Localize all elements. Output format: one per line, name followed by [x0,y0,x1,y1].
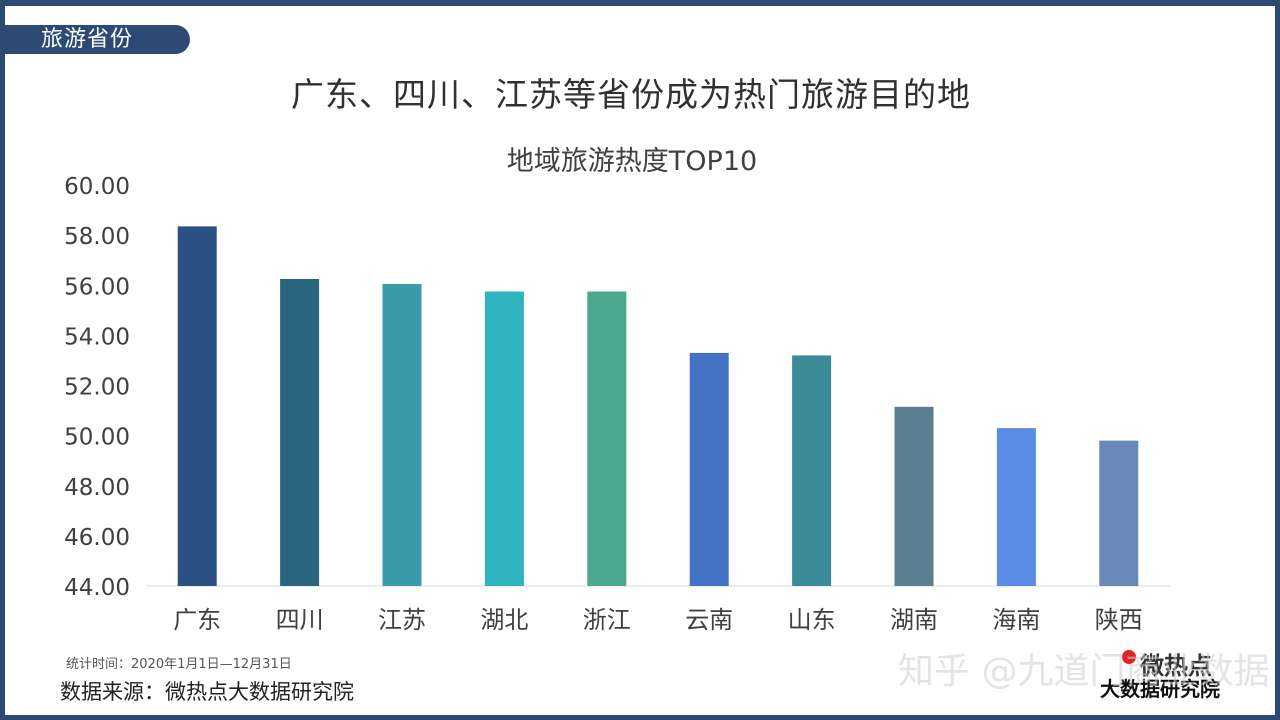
bar-2 [382,283,422,586]
y-tick-label: 54.00 [64,324,130,350]
bar-4 [587,291,627,586]
x-tick-label: 江苏 [378,606,426,634]
y-tick-label: 44.00 [64,575,130,601]
y-tick-label: 52.00 [64,375,130,401]
footnote-date-range: 统计时间：2020年1月1日—12月31日 [66,657,292,672]
bar-5 [689,352,729,586]
watermark: 知乎 @九道门商业数据 [898,651,1270,692]
bar-8 [996,428,1036,586]
bar-7 [894,406,934,586]
brand-name: 微热点 [1140,652,1212,680]
x-tick-label: 湖南 [890,606,938,634]
x-tick-label: 山东 [788,606,836,634]
bar-3 [484,291,524,586]
x-tick-label: 四川 [276,606,324,634]
bar-9 [1099,440,1139,586]
y-tick-label: 46.00 [64,525,130,551]
bar-6 [792,355,832,586]
y-tick-label: 56.00 [64,274,130,300]
data-source: 数据来源：微热点大数据研究院 [60,680,354,704]
x-tick-label: 浙江 [583,606,631,634]
section-tag: 旅游省份 [5,25,190,54]
x-tick-label: 广东 [173,606,221,634]
y-tick-label: 50.00 [64,425,130,451]
x-tick-label: 云南 [685,606,733,634]
headline: 广东、四川、江苏等省份成为热门旅游目的地 [291,75,971,114]
bar-0 [177,226,217,586]
x-tick-label: 海南 [992,606,1040,634]
brand-logo: 微热点 大数据研究院 [1100,650,1240,701]
x-tick-label: 陕西 [1095,606,1143,634]
brand-subtitle: 大数据研究院 [1100,677,1220,701]
x-tick-label: 湖北 [480,606,528,634]
y-tick-label: 58.00 [64,224,130,250]
bar-1 [280,278,320,586]
chart-title: 地域旅游热度TOP10 [507,146,757,177]
y-tick-label: 60.00 [64,174,130,200]
y-tick-label: 48.00 [64,475,130,501]
logo-dot-icon [1122,650,1136,664]
